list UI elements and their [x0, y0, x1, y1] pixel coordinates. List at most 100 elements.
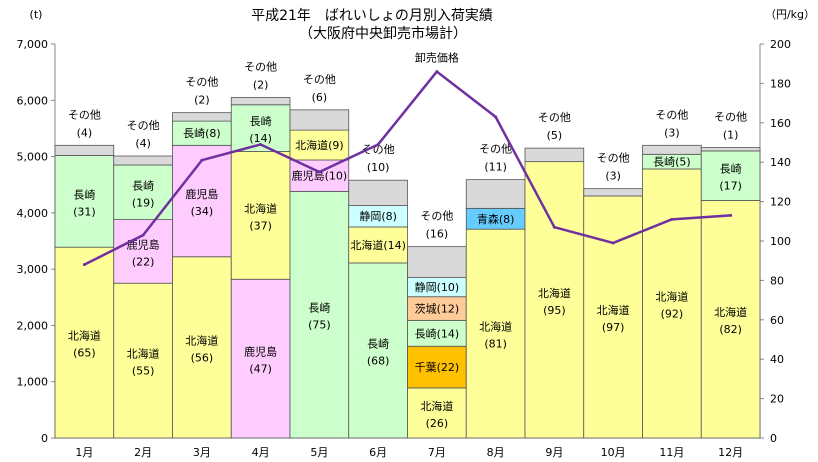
segment-percent: (19)	[132, 196, 155, 209]
other-percent: (16)	[426, 228, 449, 241]
segment-percent: (95)	[543, 304, 566, 317]
segment-label: 鹿児島(10)	[292, 169, 348, 183]
segment-label: 静岡(8)	[359, 209, 397, 223]
month-label: 11月	[659, 446, 684, 459]
other-label: その他	[362, 143, 395, 156]
bar-segment	[230, 151, 291, 280]
plot-area: 0 1,000 2,000 3,000 4,000 5,000 6,000 7,000 0 20 4…	[17, 38, 792, 459]
month-label: 7月	[428, 446, 446, 459]
other-label: その他	[714, 111, 747, 124]
bar-segment	[289, 159, 350, 192]
price-point	[435, 70, 439, 74]
month-label: 10月	[601, 446, 626, 459]
segment-label: 茨城(12)	[415, 302, 460, 316]
other-label: その他	[185, 76, 218, 89]
right-tick-label: 60	[770, 314, 784, 327]
segment-percent: (75)	[308, 319, 331, 332]
other-percent: (2)	[194, 94, 210, 107]
bar-segment	[583, 188, 643, 197]
price-line-label: 卸売価格	[415, 51, 459, 65]
other-percent: (4)	[77, 126, 93, 139]
segment-percent: (31)	[73, 205, 96, 218]
bar-segment	[230, 97, 291, 106]
other-label: その他	[597, 152, 630, 165]
bar-segment	[642, 144, 702, 155]
right-tick-label: 20	[770, 393, 784, 406]
other-percent: (4)	[135, 137, 151, 150]
right-tick-label: 160	[770, 117, 791, 130]
segment-label: 北海道	[68, 329, 101, 343]
other-label: その他	[303, 73, 336, 86]
right-tick-label: 140	[770, 156, 791, 169]
segment-label: 北海道	[538, 286, 571, 300]
other-label: その他	[479, 143, 512, 156]
segment-percent: (26)	[426, 417, 449, 430]
other-percent: (2)	[253, 78, 269, 91]
segment-percent: (82)	[719, 323, 742, 336]
segment-label: 北海道	[127, 347, 160, 361]
segment-percent: (14)	[249, 132, 272, 145]
segment-percent: (92)	[661, 307, 684, 320]
other-label: その他	[420, 210, 453, 223]
price-point	[494, 115, 498, 119]
segment-percent: (97)	[602, 321, 625, 334]
chart-title: 平成21年 ばれいしょの月別入荷実績	[251, 8, 493, 24]
segment-label: 長崎	[308, 301, 330, 315]
bar-segment	[289, 109, 350, 131]
other-percent: (6)	[312, 91, 328, 104]
segment-label: 鹿児島	[185, 187, 218, 201]
price-point	[552, 225, 556, 229]
segment-label: 北海道	[597, 303, 630, 317]
segment-label: 長崎	[73, 187, 95, 201]
price-line	[83, 70, 731, 266]
segment-label: 青森(8)	[477, 212, 515, 226]
price-point	[82, 263, 86, 267]
bar-segment	[113, 282, 173, 439]
bar-segment	[172, 144, 232, 258]
segment-label: 長崎	[720, 162, 742, 176]
other-label: その他	[68, 108, 101, 121]
segment-percent: (68)	[367, 354, 390, 367]
other-percent: (11)	[484, 161, 507, 174]
bar-segment	[348, 179, 408, 206]
right-tick-label: 0	[770, 432, 777, 445]
segment-label: 北海道	[420, 399, 453, 413]
bar-segment	[172, 256, 232, 439]
left-tick-label: 1,000	[17, 376, 49, 389]
bar-segment	[172, 112, 232, 122]
left-tick-label: 3,000	[17, 263, 49, 276]
bar-segment	[289, 129, 350, 161]
month-label: 9月	[545, 446, 563, 459]
left-tick-label: 2,000	[17, 319, 49, 332]
chart-subtitle: （大阪府中央卸売市場計）	[299, 25, 467, 42]
bar-segment	[348, 262, 408, 439]
segment-label: 長崎(8)	[183, 126, 221, 140]
right-tick-label: 80	[770, 274, 784, 287]
segment-label: 北海道(9)	[295, 138, 344, 152]
bar-segment	[407, 345, 467, 389]
right-axis-unit: （円/kg）	[765, 8, 815, 21]
price-point	[376, 142, 380, 146]
price-point	[611, 241, 615, 245]
month-label: 6月	[369, 446, 387, 459]
bar-segment	[642, 168, 702, 439]
segment-label: 鹿児島	[244, 345, 277, 359]
segment-label: 北海道	[479, 320, 512, 334]
price-point	[259, 142, 263, 146]
left-tick-label: 5,000	[17, 151, 49, 164]
right-tick-label: 180	[770, 77, 791, 90]
segment-percent: (81)	[484, 338, 507, 351]
right-tick-label: 40	[770, 353, 784, 366]
segment-label: 長崎(14)	[415, 326, 460, 340]
price-point	[317, 170, 321, 174]
bar-segment	[407, 246, 467, 278]
month-label: 1月	[75, 446, 93, 459]
bar-segment	[54, 144, 115, 156]
other-percent: (1)	[723, 129, 739, 142]
segment-percent: (34)	[191, 205, 214, 218]
segment-label: 静岡(10)	[415, 280, 460, 294]
bar-segment	[700, 150, 761, 201]
other-label: その他	[127, 119, 160, 132]
bar-segment	[54, 155, 115, 248]
